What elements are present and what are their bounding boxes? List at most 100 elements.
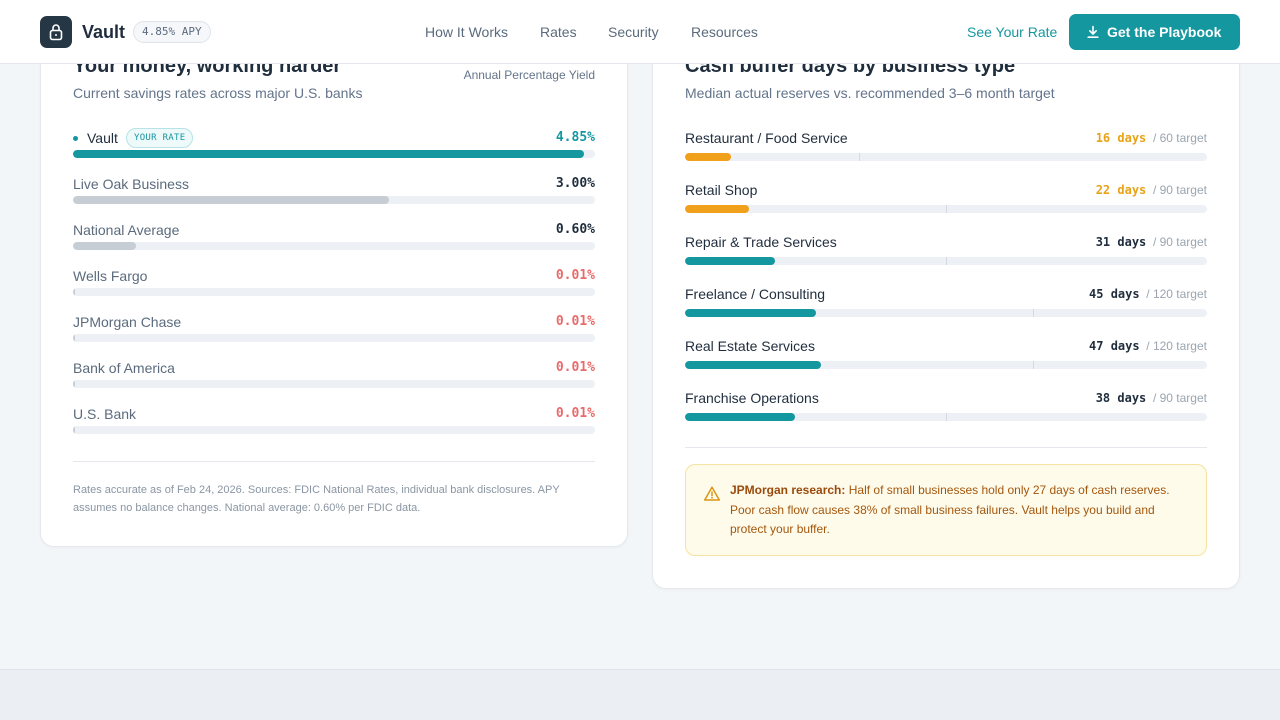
business-type: Franchise Operations: [685, 390, 819, 406]
buffer-card-subtitle: Median actual reserves vs. recommended 3…: [685, 85, 1055, 101]
buffer-target: / 60 target: [1152, 131, 1207, 145]
buffer-days: 47 days: [1089, 339, 1140, 353]
rate-bar-fill: [73, 380, 75, 388]
rate-bar-track: [73, 150, 595, 158]
rate-row: JPMorgan Chase 0.01%: [73, 313, 595, 353]
bank-name: Wells Fargo: [73, 268, 148, 284]
target-marker: [1033, 361, 1034, 369]
buffer-bar-fill: [685, 257, 775, 265]
buffer-meta: 45 days / 120 target: [1089, 286, 1207, 302]
bank-name: National Average: [73, 222, 180, 238]
rate-row: Bank of America 0.01%: [73, 359, 595, 399]
rate-value: 0.60%: [555, 222, 595, 237]
rate-bar-track: [73, 196, 595, 204]
divider: [685, 447, 1207, 448]
get-playbook-label: Get the Playbook: [1107, 24, 1222, 40]
rate-bar-track: [73, 288, 595, 296]
buffer-row: Freelance / Consulting 45 days / 120 targ…: [685, 285, 1207, 325]
rate-value: 4.85%: [555, 130, 595, 145]
buffer-meta: 22 days / 90 target: [1096, 182, 1207, 198]
buffer-target: / 120 target: [1146, 287, 1207, 301]
buffer-meta: 38 days / 90 target: [1096, 390, 1207, 406]
buffer-row: Repair & Trade Services 31 days / 90 targ…: [685, 233, 1207, 273]
nav-link-resources[interactable]: Resources: [691, 24, 758, 40]
business-type: Restaurant / Food Service: [685, 130, 848, 146]
rates-footnote: Rates accurate as of Feb 24, 2026. Sourc…: [73, 484, 560, 514]
buffer-row: Retail Shop 22 days / 90 target: [685, 181, 1207, 221]
rate-bar-track: [73, 426, 595, 434]
target-marker: [946, 413, 947, 421]
buffer-target: / 90 target: [1152, 183, 1207, 197]
warning-icon: [703, 486, 721, 501]
buffer-meta: 31 days / 90 target: [1096, 234, 1207, 250]
rate-bar-track: [73, 334, 595, 342]
rate-row: Wells Fargo 0.01%: [73, 267, 595, 307]
buffer-days: 38 days: [1095, 391, 1147, 405]
rate-bar-fill: [73, 242, 136, 250]
brand-name[interactable]: Vault: [82, 22, 126, 42]
buffer-target: / 90 target: [1152, 235, 1207, 249]
rates-card: Your money, working harder Annual Percen…: [40, 0, 628, 547]
buffer-meta: 47 days / 120 target: [1089, 338, 1207, 354]
page-footer-band: [0, 669, 1280, 720]
buffer-target: / 120 target: [1146, 339, 1207, 353]
business-type: Real Estate Services: [685, 338, 815, 354]
nav-link-how-it-works[interactable]: How It Works: [425, 24, 508, 40]
buffer-bar-fill: [685, 205, 749, 213]
bank-name: Vault: [87, 130, 118, 146]
lock-icon: [49, 24, 63, 41]
main-content: Your money, working harder Annual Percen…: [40, 0, 1240, 670]
buffer-days: 45 days: [1089, 287, 1140, 301]
alert-body: Half of small businesses hold only 27 da…: [730, 483, 1170, 536]
buffer-row: Franchise Operations 38 days / 90 target: [685, 389, 1207, 429]
buffer-bar-fill: [685, 413, 795, 421]
buffer-bar-fill: [685, 153, 731, 161]
buffer-bar-track: [685, 361, 1207, 369]
target-marker: [1033, 309, 1034, 317]
rate-bar-fill: [73, 288, 75, 296]
apy-badge: 4.85% APY: [133, 21, 211, 43]
buffer-days: 31 days: [1095, 235, 1147, 249]
buffer-bar-track: [685, 153, 1207, 161]
rate-bar-fill: [73, 426, 75, 434]
buffer-row: Restaurant / Food Service 16 days / 60 ta…: [685, 129, 1207, 169]
buffer-bar-track: [685, 309, 1207, 317]
see-your-rate-link[interactable]: See Your Rate: [967, 24, 1058, 40]
buffer-bar-fill: [685, 361, 821, 369]
rate-bar-track: [73, 380, 595, 388]
buffer-days: 16 days: [1095, 131, 1147, 145]
download-icon: [1087, 25, 1099, 38]
rate-row: U.S. Bank 0.01%: [73, 405, 595, 445]
bank-name: Bank of America: [73, 360, 175, 376]
rate-value: 0.01%: [555, 268, 595, 283]
top-nav: Vault 4.85% APY How It Works Rates Secur…: [0, 0, 1280, 64]
rate-value: 0.01%: [555, 406, 595, 421]
rate-bar-fill: [73, 196, 389, 204]
rate-bar-track: [73, 242, 595, 250]
bank-name: JPMorgan Chase: [73, 314, 182, 330]
buffer-bar-track: [685, 413, 1207, 421]
research-alert: JPMorgan research: Half of small busines…: [685, 464, 1207, 556]
buffer-bar-track: [685, 257, 1207, 265]
get-playbook-button[interactable]: Get the Playbook: [1069, 14, 1240, 50]
buffer-row: Real Estate Services 47 days / 120 target: [685, 337, 1207, 377]
buffer-card: Cash buffer days by business type Median…: [652, 0, 1240, 589]
business-type: Repair & Trade Services: [685, 234, 837, 250]
nav-link-security[interactable]: Security: [608, 24, 659, 40]
bank-name: U.S. Bank: [73, 406, 137, 422]
buffer-bar-fill: [685, 309, 816, 317]
business-type: Freelance / Consulting: [685, 286, 826, 302]
rates-card-subtitle: Current savings rates across major U.S. …: [73, 85, 363, 101]
rate-value: 3.00%: [555, 176, 595, 191]
nav-link-rates[interactable]: Rates: [540, 24, 577, 40]
rate-value: 0.01%: [555, 360, 595, 375]
divider: [73, 461, 595, 462]
alert-text: JPMorgan research: Half of small busines…: [730, 481, 1190, 540]
rate-bar-fill: [73, 150, 584, 158]
logo[interactable]: [40, 16, 72, 48]
apy-caption: Annual Percentage Yield: [463, 68, 595, 82]
vault-dot: [73, 136, 78, 141]
target-marker: [859, 153, 860, 161]
rate-row: National Average 0.60%: [73, 221, 595, 261]
rate-row-vault: Vault YOUR RATE 4.85%: [73, 128, 595, 169]
